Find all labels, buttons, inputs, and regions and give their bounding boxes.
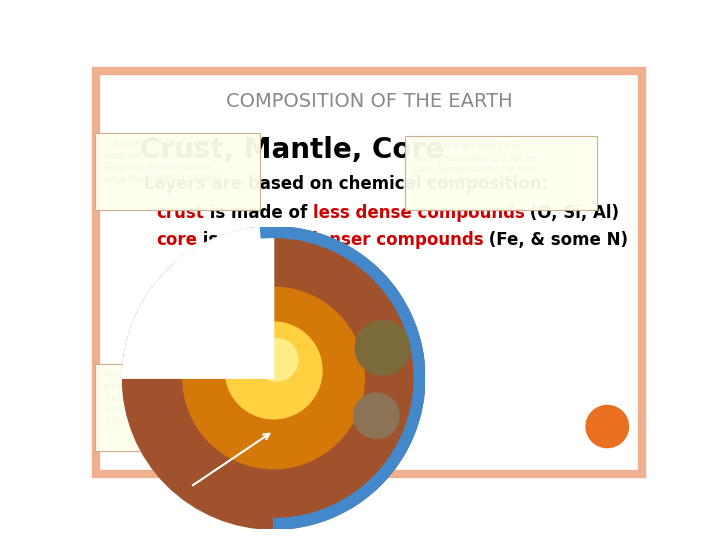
Circle shape [355,321,410,375]
Text: denser compounds: denser compounds [306,231,484,249]
FancyBboxPatch shape [94,133,260,211]
Circle shape [122,227,425,529]
Text: The crust is less than 1% of
Earth's mass and is 5 to 100 km
thick. Temperatures: The crust is less than 1% of Earth's mas… [414,142,537,186]
Text: core: core [156,231,197,249]
Text: o: o [114,139,128,159]
Text: crust: crust [156,204,204,221]
Circle shape [354,393,399,438]
Circle shape [183,287,364,469]
Text: The mantle is 67% of Earth's
mass and is 2,900 km thick.
Temperatures in the man: The mantle is 67% of Earth's mass and is… [104,139,225,184]
Polygon shape [176,227,274,378]
Text: less dense compounds: less dense compounds [312,204,524,221]
Circle shape [586,406,629,448]
Text: The core is 33% of Earth's
mass and has a radius of
3,430 km. Temperatures
in th: The core is 33% of Earth's mass and has … [104,370,204,427]
Text: Crust, Mantle, Core: Crust, Mantle, Core [140,136,444,164]
Polygon shape [122,229,274,378]
Text: Layers are based on chemical composition:: Layers are based on chemical composition… [144,175,549,193]
Text: (Fe, & some N): (Fe, & some N) [484,231,629,249]
Text: is made of: is made of [204,204,312,221]
Circle shape [225,322,322,419]
Text: (O, Si, Al): (O, Si, Al) [524,204,619,221]
Polygon shape [261,227,425,529]
FancyBboxPatch shape [94,364,260,451]
Text: COMPOSITION OF THE EARTH: COMPOSITION OF THE EARTH [225,92,513,111]
Circle shape [256,339,298,381]
Text: is made of: is made of [197,231,306,249]
FancyBboxPatch shape [405,137,597,211]
